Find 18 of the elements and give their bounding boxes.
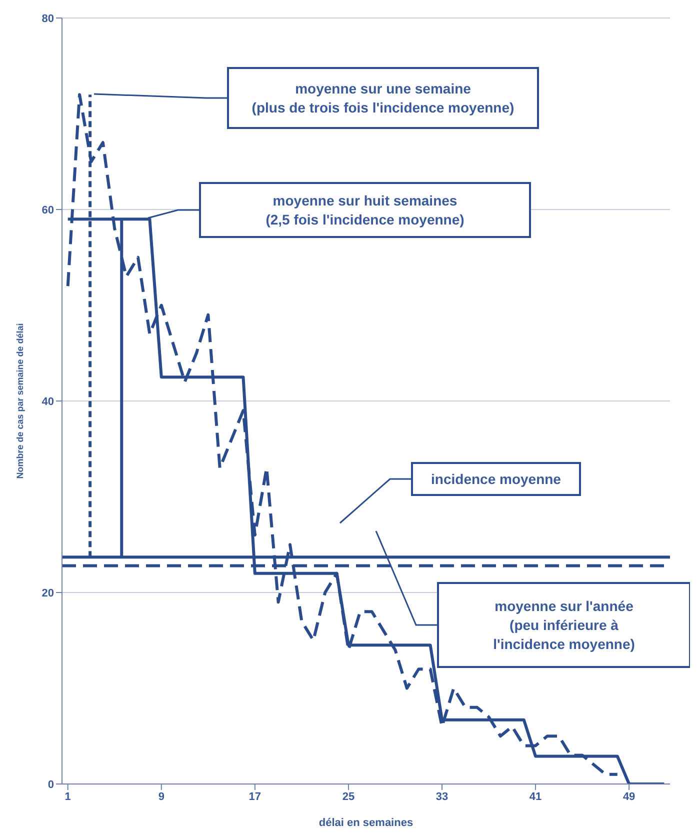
- y-tick-label: 80: [42, 12, 54, 25]
- x-tick-label: 33: [436, 790, 448, 803]
- y-tick-label: 60: [42, 204, 54, 216]
- annotation: moyenne sur une semaine (plus de trois fois l'incidence moyenne): [252, 80, 514, 116]
- x-axis-title: délai en semaines: [318, 817, 414, 829]
- x-tick-label: 17: [248, 790, 262, 803]
- annotation: incidence moyenne: [431, 471, 562, 487]
- annotation: moyenne sur huit semaines (2,5 fois l'incidence moyenne): [266, 192, 464, 228]
- x-tick-label: 49: [622, 790, 636, 803]
- annotation: moyenne sur l'année (peu inférieure à l'incidence moyenne): [493, 598, 635, 652]
- x-tick-label: 25: [342, 790, 355, 803]
- y-axis-title: Nombre de cas par semaine de délai: [15, 323, 26, 479]
- x-tick-label: 1: [64, 790, 71, 803]
- y-tick-label: 40: [42, 396, 54, 408]
- x-tick-label: 9: [158, 790, 164, 803]
- y-tick-label: 20: [42, 587, 54, 600]
- y-tick-label: 0: [48, 778, 54, 791]
- x-tick-label: 41: [529, 790, 542, 803]
